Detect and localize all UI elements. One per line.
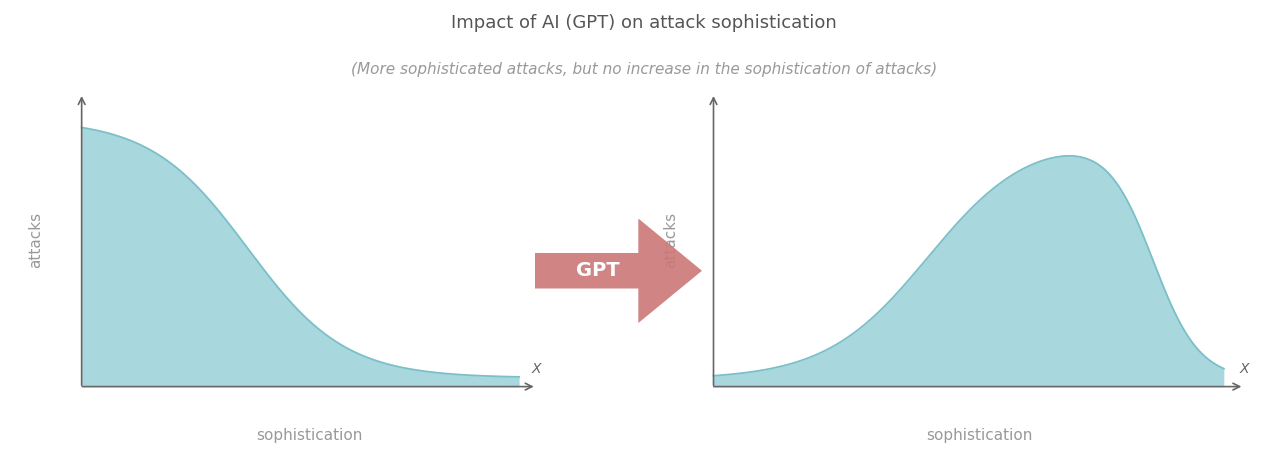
Polygon shape (535, 218, 702, 323)
Text: sophistication: sophistication (256, 428, 362, 443)
Text: X: X (532, 362, 541, 376)
Text: X: X (1239, 362, 1249, 376)
Text: GPT: GPT (576, 261, 620, 280)
Text: attacks: attacks (663, 212, 677, 268)
Text: Impact of AI (GPT) on attack sophistication: Impact of AI (GPT) on attack sophisticat… (451, 14, 837, 32)
Text: (More sophisticated attacks, but no increase in the sophistication of attacks): (More sophisticated attacks, but no incr… (350, 62, 938, 77)
Text: sophistication: sophistication (926, 428, 1032, 443)
Text: attacks: attacks (28, 212, 43, 268)
